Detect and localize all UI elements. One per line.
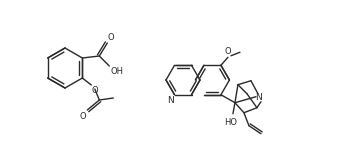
Text: HO: HO (224, 118, 237, 127)
Text: N: N (256, 93, 262, 102)
Text: O: O (92, 85, 98, 94)
Text: N: N (167, 96, 173, 105)
Text: OH: OH (110, 67, 123, 76)
Text: O: O (108, 33, 115, 42)
Text: O: O (80, 111, 86, 121)
Text: O: O (225, 47, 231, 56)
